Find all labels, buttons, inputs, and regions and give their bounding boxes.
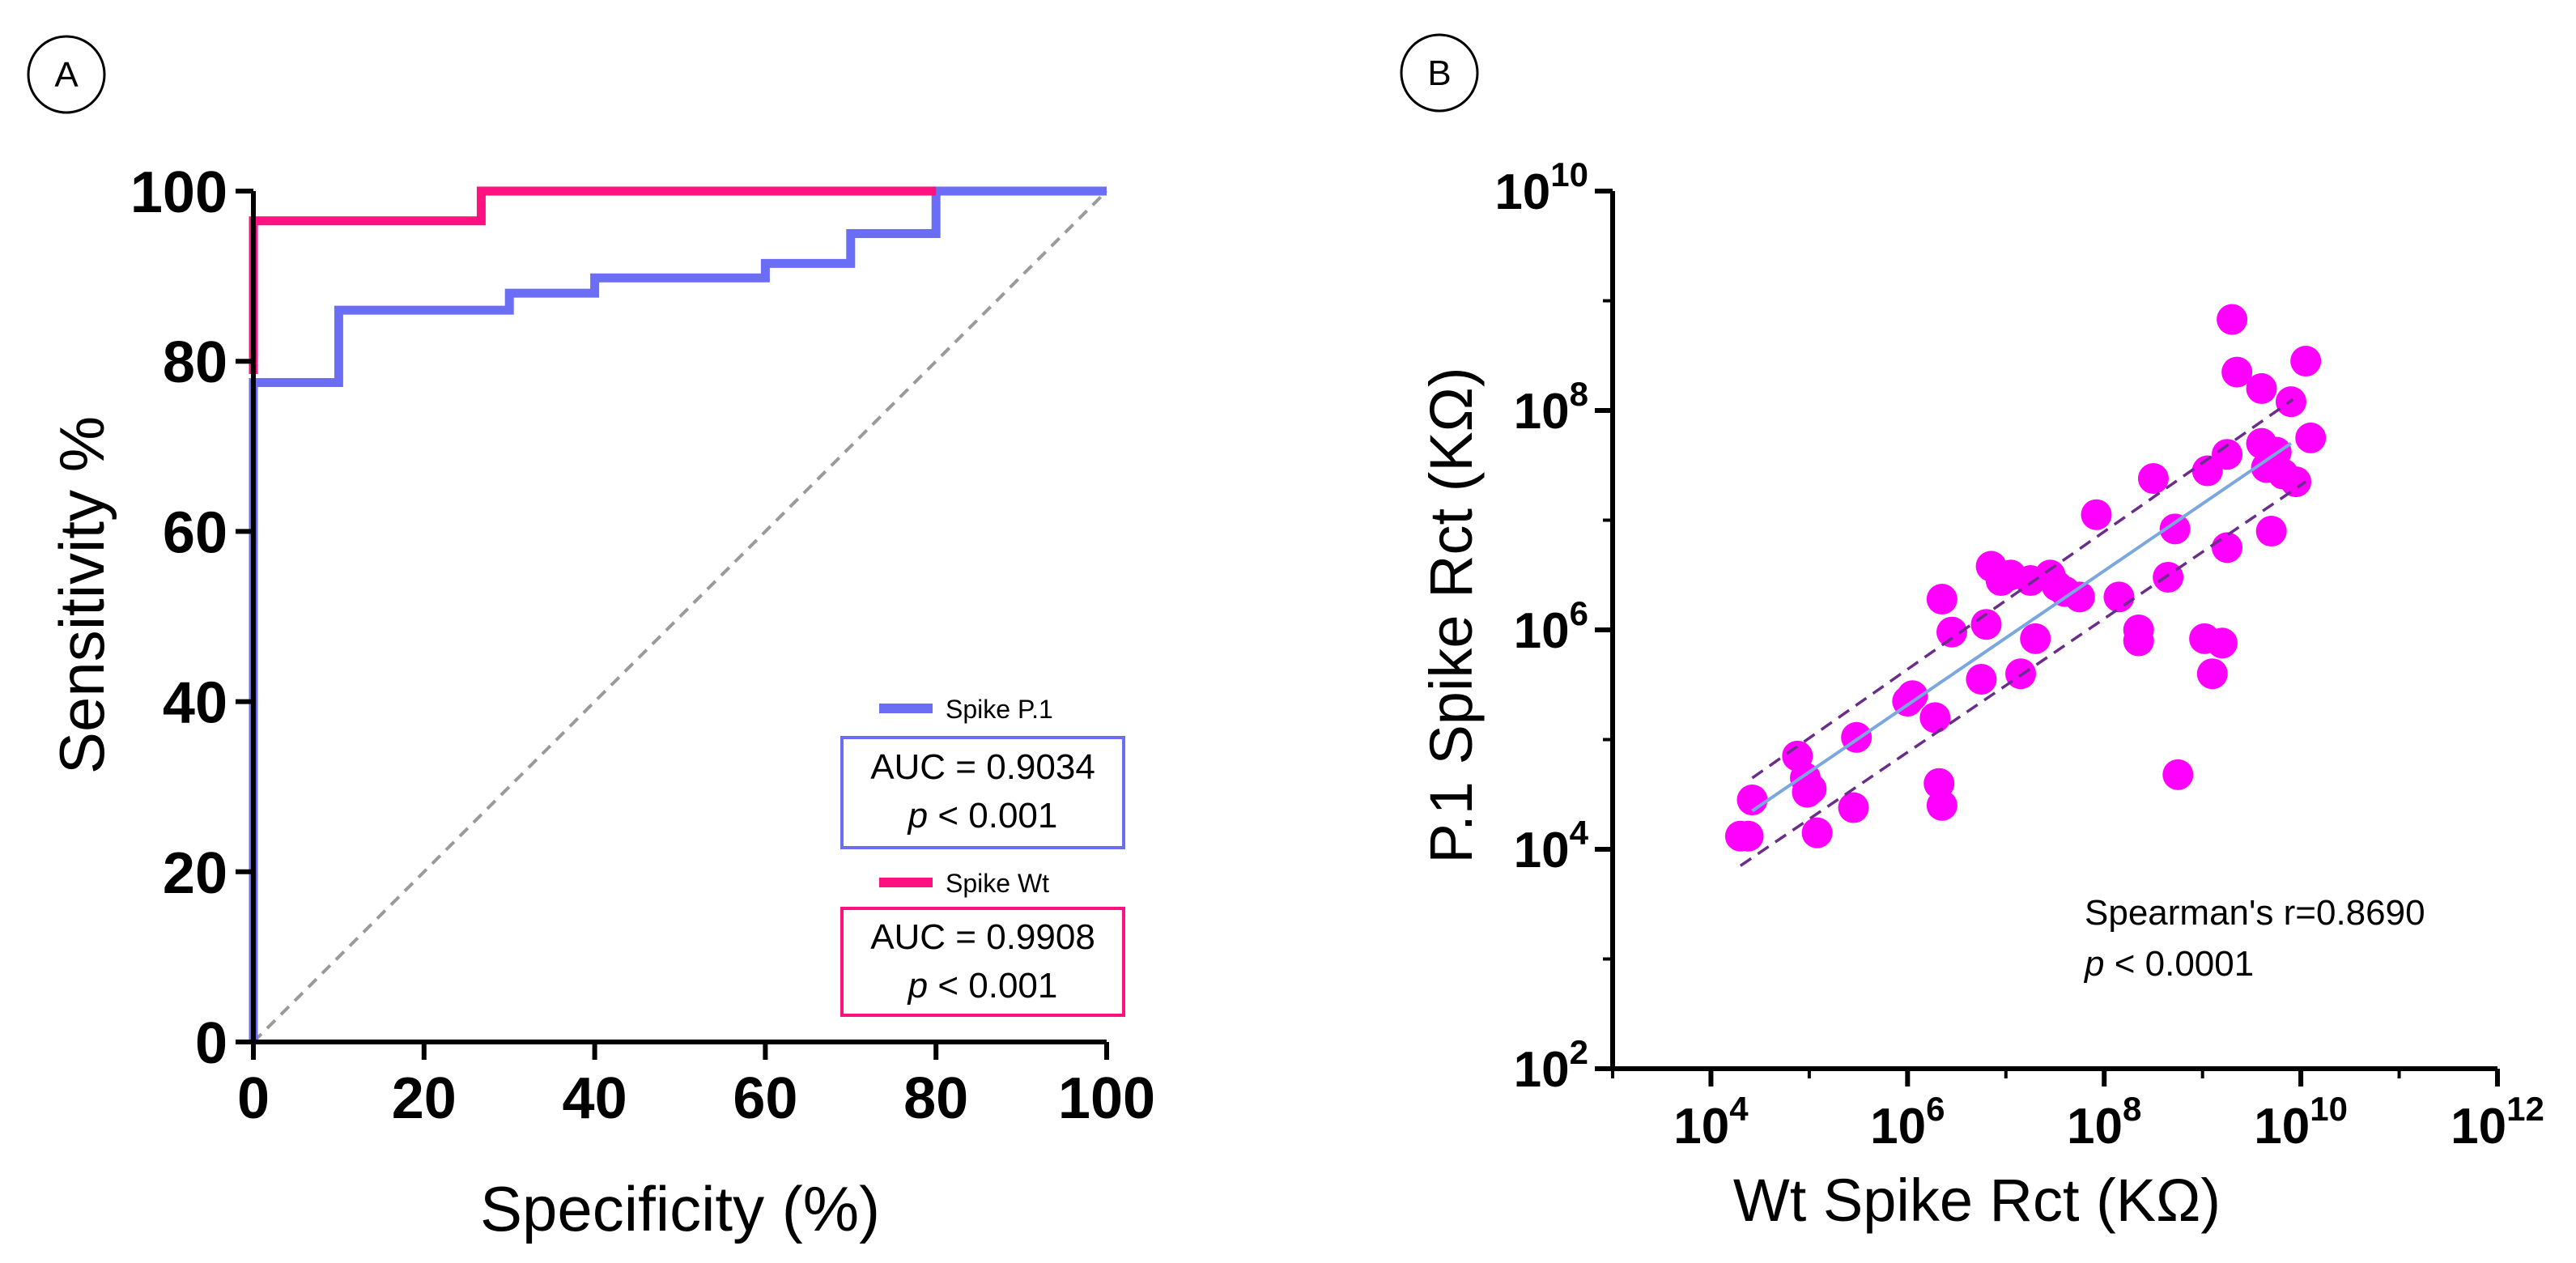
scatter-x-tick-label: 1010 bbox=[2254, 1090, 2348, 1155]
scatter-point bbox=[2281, 466, 2312, 498]
roc-x-tick-label: 80 bbox=[903, 1066, 968, 1131]
scatter-point bbox=[2064, 581, 2095, 613]
scatter-point bbox=[2217, 304, 2248, 335]
scatter-x-tick-label: 106 bbox=[1870, 1090, 1945, 1155]
legend-label-p1: Spike P.1 bbox=[946, 695, 1053, 724]
scatter-point bbox=[2255, 516, 2287, 547]
roc-x-tick-label: 40 bbox=[563, 1066, 627, 1131]
p-value-p1: p < 0.001 bbox=[907, 796, 1058, 836]
scatter-point bbox=[1796, 773, 1827, 805]
scatter-point bbox=[2295, 422, 2327, 453]
regression-line bbox=[1751, 441, 2293, 813]
scatter-axes bbox=[1595, 189, 2500, 1087]
roc-legend: Spike P.1 AUC = 0.9034 p < 0.001 Spike W… bbox=[840, 695, 1125, 1017]
auc-box-wt bbox=[840, 907, 1125, 1017]
legend-label-wt: Spike Wt bbox=[946, 869, 1049, 898]
roc-y-tick-label: 60 bbox=[163, 500, 227, 565]
scatter-x-tick-labels: 104 106 108 1010 1012 bbox=[1673, 1090, 2544, 1155]
scatter-point bbox=[1936, 616, 1967, 648]
roc-y-tick-labels: 0 20 40 60 80 100 bbox=[130, 160, 227, 1076]
scatter-point bbox=[2212, 439, 2243, 470]
spearman-annotation: Spearman's r=0.8690 bbox=[2085, 893, 2425, 933]
scatter-point bbox=[2290, 346, 2322, 377]
panel-label-a: A bbox=[27, 35, 106, 114]
panel-label-a-text: A bbox=[54, 55, 79, 95]
roc-x-tick-labels: 0 20 40 60 80 100 bbox=[237, 1066, 1155, 1131]
scatter-point bbox=[2123, 625, 2154, 657]
scatter-y-tick-labels: 102 104 106 108 1010 bbox=[1494, 155, 1588, 1098]
roc-y-tick-label: 80 bbox=[163, 330, 227, 395]
roc-x-tick-label: 100 bbox=[1058, 1066, 1155, 1131]
scatter-points bbox=[1724, 304, 2327, 852]
roc-y-tick-label: 0 bbox=[195, 1011, 227, 1076]
scatter-y-tick-label: 102 bbox=[1514, 1033, 1588, 1098]
spearman-p-value: p < 0.0001 bbox=[2083, 944, 2254, 984]
roc-y-axis-label: Sensitivity % bbox=[46, 416, 117, 774]
scatter-point bbox=[2159, 513, 2191, 545]
auc-box-p1 bbox=[840, 736, 1125, 849]
scatter-point bbox=[2196, 658, 2228, 690]
scatter-point bbox=[2162, 759, 2194, 790]
scatter-fit-lines bbox=[1739, 398, 2307, 867]
reference-diagonal bbox=[252, 189, 1108, 1044]
scatter-y-tick-label: 1010 bbox=[1494, 155, 1588, 220]
scatter-chart: 102 104 106 108 1010 104 106 108 1010 1012 Wt Sp… bbox=[1418, 155, 2544, 1234]
scatter-point bbox=[2206, 627, 2238, 659]
auc-text-wt: AUC = 0.9908 bbox=[870, 917, 1095, 957]
roc-x-tick-label: 60 bbox=[733, 1066, 797, 1131]
scatter-point bbox=[2246, 372, 2277, 404]
roc-y-tick-label: 20 bbox=[163, 841, 227, 906]
confidence-band-upper bbox=[1751, 398, 2294, 780]
roc-chart: 0 20 40 60 80 100 0 20 40 60 80 100 Specificity (%… bbox=[46, 160, 1155, 1244]
scatter-y-tick-label: 106 bbox=[1514, 594, 1588, 659]
scatter-point bbox=[2081, 499, 2112, 530]
roc-x-tick-label: 0 bbox=[237, 1066, 270, 1131]
scatter-point bbox=[2020, 623, 2051, 654]
scatter-point bbox=[1966, 663, 1997, 695]
scatter-x-tick-label: 104 bbox=[1673, 1090, 1749, 1155]
auc-text-p1: AUC = 0.9034 bbox=[870, 747, 1095, 787]
reference-diagonal-line bbox=[252, 189, 1108, 1044]
scatter-y-axis-label: P.1 Spike Rct (KΩ) bbox=[1418, 367, 1485, 863]
scatter-point bbox=[1919, 702, 1951, 734]
scatter-x-tick-label: 108 bbox=[2067, 1090, 2141, 1155]
scatter-point bbox=[2221, 356, 2253, 388]
scatter-y-tick-label: 104 bbox=[1514, 814, 1589, 878]
scatter-y-tick-label: 108 bbox=[1514, 375, 1588, 440]
scatter-point bbox=[2212, 532, 2243, 563]
scatter-point bbox=[1926, 789, 1958, 821]
scatter-point bbox=[1736, 785, 1768, 816]
scatter-point bbox=[1732, 820, 1764, 852]
confidence-band-lower bbox=[1739, 480, 2307, 867]
scatter-point bbox=[2137, 463, 2169, 495]
roc-x-tick-label: 20 bbox=[392, 1066, 457, 1131]
scatter-point bbox=[1897, 680, 1928, 712]
scatter-point bbox=[2103, 581, 2135, 613]
scatter-point bbox=[1970, 609, 2002, 640]
scatter-point bbox=[1801, 817, 1833, 848]
panel-label-b: B bbox=[1400, 33, 1479, 113]
roc-y-tick-label: 40 bbox=[163, 671, 227, 736]
roc-axes bbox=[236, 189, 1109, 1060]
scatter-point bbox=[1838, 792, 1869, 823]
scatter-x-axis-label: Wt Spike Rct (KΩ) bbox=[1733, 1167, 2221, 1234]
roc-y-tick-label: 100 bbox=[130, 160, 227, 225]
panel-label-b-text: B bbox=[1427, 53, 1451, 93]
scatter-x-tick-label: 1012 bbox=[2451, 1090, 2544, 1155]
p-value-wt: p < 0.001 bbox=[907, 966, 1058, 1006]
roc-line-spike-p1 bbox=[249, 186, 1107, 1042]
roc-x-axis-label: Specificity (%) bbox=[480, 1173, 880, 1244]
scatter-point bbox=[1926, 584, 1958, 615]
